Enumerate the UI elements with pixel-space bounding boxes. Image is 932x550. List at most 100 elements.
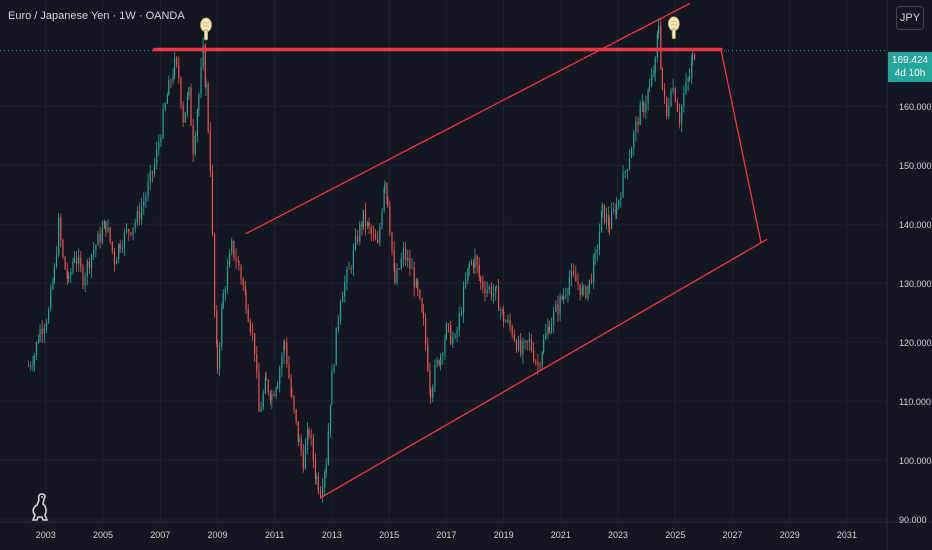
candle-body [648,85,651,91]
candle-body [182,104,184,123]
candle-body [238,261,240,267]
x-tick-label: 2027 [722,530,742,540]
candle-body [374,234,377,241]
candle-body [33,355,35,365]
candle-body [288,364,290,379]
candle-body [73,258,75,262]
candle-body [32,364,34,366]
candle-body [151,171,153,174]
candle-body [350,268,352,270]
candle-body [64,256,66,270]
candle-body [293,396,295,410]
candle-body [436,360,438,365]
currency-button[interactable]: JPY [896,6,924,30]
candle-body [295,409,297,422]
candle-body [568,277,570,291]
candle-body [377,240,379,243]
candle-body [38,340,40,343]
candle-body [192,125,194,155]
candle-body [84,276,86,286]
candle-body [407,258,409,261]
candle-body [264,378,266,393]
candle-body [126,229,128,232]
candle-body [370,226,372,234]
candle-body [393,249,395,269]
candle-body [216,311,218,345]
candle-body [312,437,314,461]
candle-body [530,338,533,351]
bar-countdown: 4d 10h [894,68,926,79]
candle-body [221,308,223,346]
candle-body [337,320,339,328]
candle-body [400,258,402,269]
candle-body [115,259,118,265]
candle-body [573,270,575,275]
candle-body [55,255,58,267]
candle-body [398,268,400,270]
candle-body [194,135,196,155]
candle-body [543,339,545,353]
candle-body [693,54,696,59]
x-tick-label: 2021 [551,530,571,540]
candle-body [103,221,106,229]
candle-body [447,323,450,325]
candle-body [362,210,364,228]
candle-body [460,313,462,315]
candle-body [258,371,260,412]
candle-body [497,286,500,311]
candle-body [132,227,134,235]
candle-body [72,261,74,273]
candle-body [325,464,327,472]
candle-body [618,199,620,206]
candle-body [166,95,168,104]
y-tick-label: 140.000 [899,220,932,230]
candle-body [190,87,192,126]
candle-body [298,438,300,443]
candle-body [62,240,64,257]
candle-body [344,281,346,297]
x-tick-label: 2015 [379,530,399,540]
candle-body [535,360,537,363]
candle-body [324,471,326,488]
candle-body [97,233,99,246]
candle-body [204,45,206,87]
candle-body [624,171,626,173]
candle-body [304,445,307,469]
candle-body [333,365,335,371]
candle-body [577,281,579,284]
candle-body [622,172,624,198]
candle-body [635,121,637,133]
candle-body [541,352,543,366]
candle-body [271,394,273,401]
candle-body [310,435,312,438]
x-tick-label: 2025 [665,530,685,540]
candle-body [52,280,54,289]
candle-body [484,288,486,294]
x-tick-label: 2031 [837,530,857,540]
candle-body [608,225,611,229]
hand-pointing-down-icon [200,17,212,41]
candle-body [598,232,601,250]
candle-body [319,490,322,497]
candle-body [417,280,419,290]
candle-body [244,285,246,295]
candle-body [93,249,95,255]
candle-body [434,364,436,388]
candle-body [286,342,288,365]
candle-body [486,289,488,294]
candle-body [570,270,573,278]
candle-body [276,384,279,389]
candle-body [50,288,52,310]
candle-body [147,182,149,197]
candle-body [176,57,178,65]
candle-body [658,25,660,35]
candle-body [676,101,679,112]
candle-body [269,392,271,401]
candle-body [633,132,635,149]
candle-body [88,261,91,269]
candle-body [672,88,674,92]
candle-body [454,334,456,338]
candle-body [335,327,337,366]
